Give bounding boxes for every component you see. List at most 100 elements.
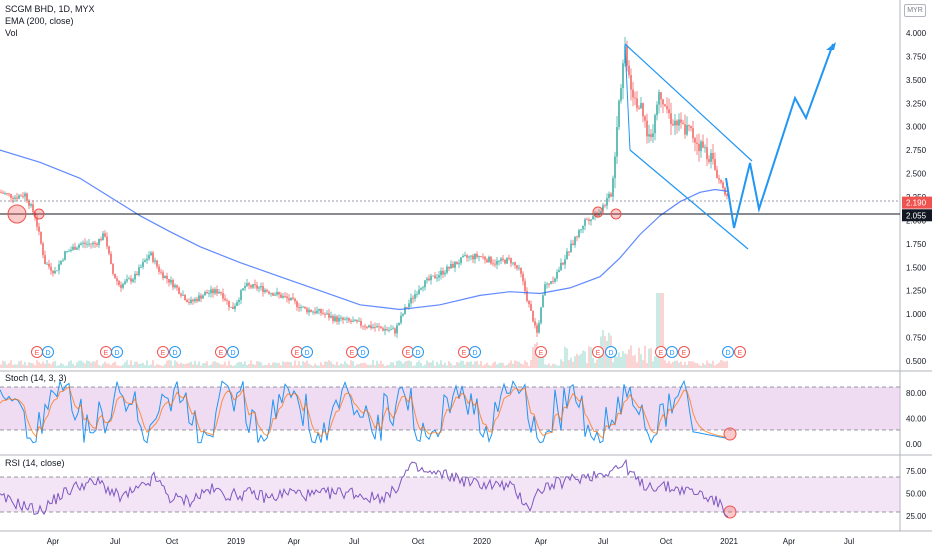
currency-button[interactable]: MYR — [904, 4, 926, 17]
candle-body — [266, 289, 268, 292]
time-axis[interactable]: Apr Jul Oct 2019 Apr Jul Oct 2020 Apr Jul Oct 2021 A… — [47, 537, 855, 546]
volume-bar — [358, 364, 360, 368]
volume-bar — [232, 365, 234, 368]
candle-body — [112, 264, 114, 274]
volume-bar — [444, 362, 446, 368]
volume-bar — [326, 361, 328, 368]
volume-bar — [34, 365, 36, 368]
volume-bar — [238, 361, 240, 368]
projection-path[interactable] — [725, 43, 834, 229]
candle-body — [220, 291, 222, 294]
volume-bar — [528, 365, 530, 368]
channel-upper-trendline[interactable] — [624, 43, 753, 162]
stoch-pane-label[interactable]: Stoch (14, 3, 3) — [5, 373, 67, 383]
candle-body — [668, 109, 670, 114]
stoch-band-fill — [0, 387, 900, 430]
candle-body — [524, 281, 526, 292]
candle-body — [642, 103, 644, 117]
price-circle-3[interactable] — [592, 206, 604, 218]
volume-bar — [726, 360, 728, 368]
candle-body — [684, 124, 686, 135]
volume-bar — [462, 360, 464, 368]
marker-label: E — [295, 350, 300, 357]
candle-body — [652, 133, 654, 137]
candle-body — [26, 193, 28, 201]
volume-bar — [474, 361, 476, 368]
price-circle-4[interactable] — [610, 208, 622, 220]
marker-circle — [169, 346, 181, 358]
candle-body — [650, 134, 652, 137]
volume-bar — [376, 360, 378, 368]
candle-body — [20, 195, 22, 197]
candle-body — [48, 263, 50, 267]
volume-bar — [216, 362, 218, 368]
volume-bar — [300, 365, 302, 368]
candle-body — [628, 65, 630, 76]
candle-body — [164, 275, 166, 279]
marker-label: D — [608, 350, 613, 357]
candle-body — [430, 275, 432, 281]
volume-bar — [288, 361, 290, 368]
volume-bar — [548, 363, 550, 368]
volume-bar — [472, 364, 474, 368]
volume-bar — [684, 362, 686, 368]
candle-body — [478, 256, 480, 258]
candle-body — [124, 281, 126, 284]
candle-body — [344, 319, 346, 321]
candle-body — [532, 310, 534, 322]
channel-left-edge[interactable] — [624, 43, 631, 151]
volume-bar — [494, 361, 496, 368]
volume-bar — [708, 363, 710, 368]
volume-bar — [68, 361, 70, 368]
volume-bar — [168, 360, 170, 368]
candle-body — [278, 292, 280, 295]
volume-bar — [340, 363, 342, 368]
volume-bar — [722, 360, 724, 368]
marker-label: E — [35, 350, 40, 357]
channel-lower-trendline[interactable] — [629, 149, 749, 250]
candle-body — [518, 267, 520, 269]
time-tick-label: Apr — [47, 537, 60, 546]
candle-body — [248, 283, 250, 286]
volume-bar — [504, 365, 506, 368]
volume-legend[interactable]: Vol — [5, 28, 18, 38]
volume-bar — [484, 364, 486, 368]
candle-body — [346, 318, 348, 320]
stoch-axis[interactable]: 80.00 40.00 0.00 — [906, 389, 927, 449]
price-tick-label: 3.000 — [906, 123, 927, 132]
candle-body — [620, 88, 622, 101]
marker-label: D — [669, 350, 674, 357]
volume-bar — [430, 362, 432, 368]
volume-bar — [596, 359, 598, 368]
volume-bar — [344, 361, 346, 368]
volume-bar — [438, 364, 440, 368]
candle-body — [556, 271, 558, 279]
volume-bar — [350, 360, 352, 368]
rsi-pane-label[interactable]: RSI (14, close) — [5, 458, 65, 468]
marker-label: E — [161, 350, 166, 357]
stoch-circle[interactable] — [723, 427, 737, 441]
rsi-axis[interactable]: 75.00 50.00 25.00 — [906, 467, 927, 521]
candle-body — [46, 263, 48, 265]
candle-body — [374, 327, 376, 328]
candle-body — [162, 272, 164, 279]
candle-body — [272, 293, 274, 296]
volume-bar — [552, 363, 554, 368]
volume-bar — [336, 361, 338, 368]
volume-bar — [492, 362, 494, 368]
ema-legend[interactable]: EMA (200, close) — [5, 16, 74, 26]
volume-bar — [156, 364, 158, 368]
volume-bar — [454, 365, 456, 368]
candle-body — [506, 257, 508, 264]
candle-body — [84, 242, 86, 245]
price-circle-2[interactable] — [33, 208, 45, 220]
price-circle-1[interactable] — [7, 204, 27, 224]
symbol-title[interactable]: SCGM BHD, 1D, MYX — [5, 4, 95, 14]
volume-bar — [342, 364, 344, 368]
volume-bar — [508, 362, 510, 368]
candle-body — [598, 213, 600, 216]
volume-bar — [248, 363, 250, 368]
